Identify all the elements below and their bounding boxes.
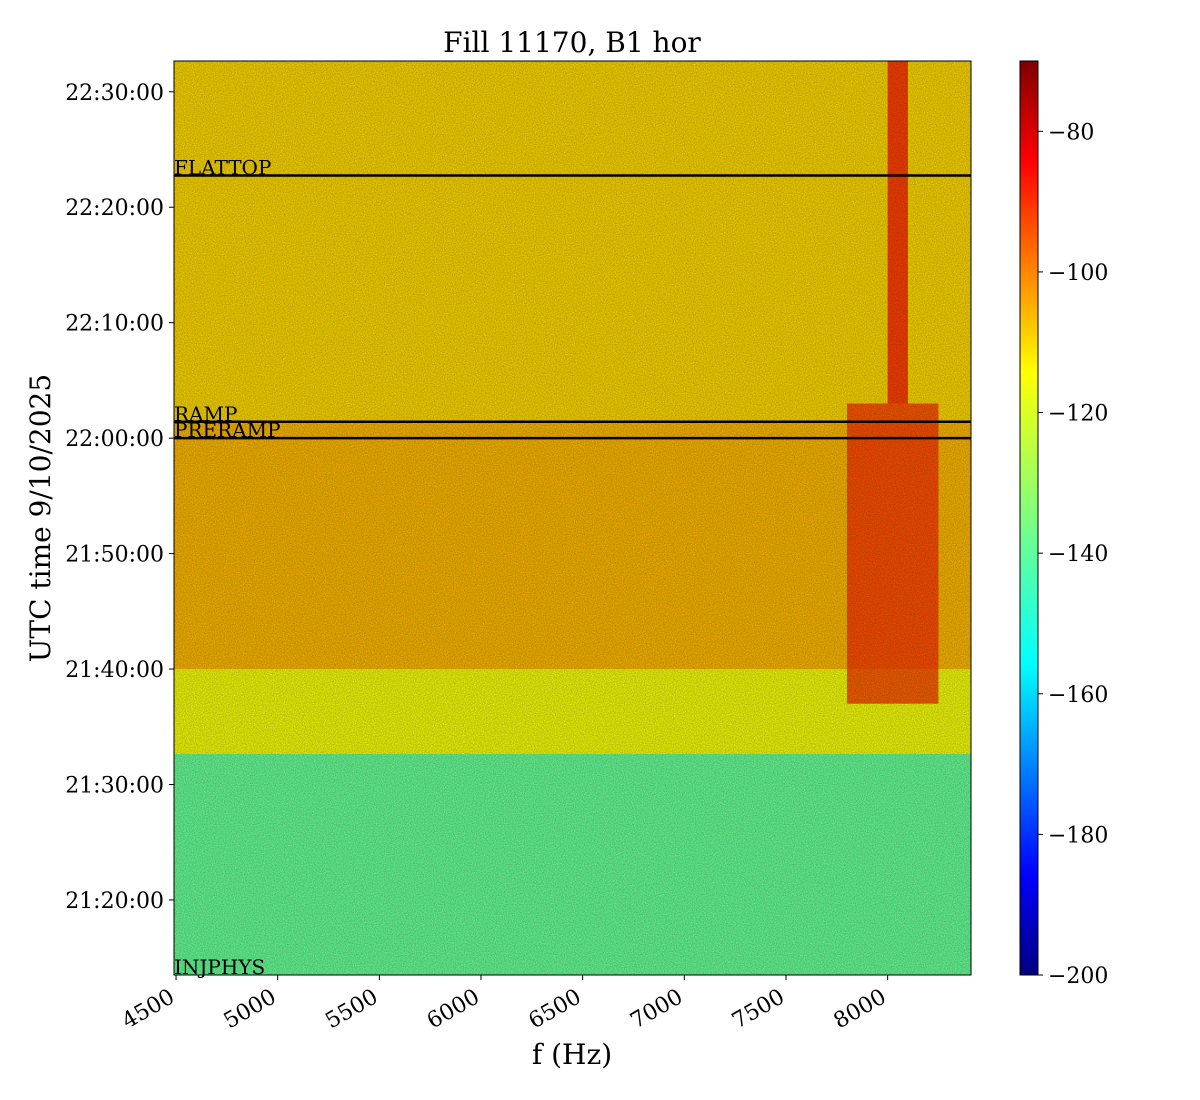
y-tick-label: 22:20:00	[65, 196, 164, 221]
phase-label: RAMP	[174, 402, 237, 426]
colorbar-tick-label: −100	[1048, 261, 1108, 286]
x-tick-label: 8000	[830, 985, 891, 1035]
colorbar-tick-label: −80	[1048, 120, 1094, 145]
x-tick-label: 7500	[728, 985, 789, 1035]
colorbar-tick-label: −200	[1048, 964, 1108, 989]
phase-label: FLATTOP	[174, 155, 271, 179]
colorbar-gradient	[1019, 60, 1039, 976]
x-tick-label: 4500	[118, 985, 179, 1035]
phase-label: INJPHYS	[174, 955, 265, 979]
x-tick-label: 7000	[626, 985, 687, 1035]
y-tick-label: 22:30:00	[65, 81, 164, 106]
chart-title: Fill 11170, B1 hor	[443, 26, 701, 59]
colorbar-tick-label: −160	[1048, 683, 1108, 708]
x-axis: 4500 5000 5500 6000 6500 7000 7500 8000	[118, 975, 891, 1034]
plot-frame	[173, 60, 972, 976]
y-tick-label: 21:30:00	[65, 774, 164, 799]
colorbar: −80 −100 −120 −140 −160 −180 −200	[1019, 60, 1108, 989]
colorbar-tick-label: −120	[1048, 402, 1108, 427]
colorbar-tick-label: −180	[1048, 823, 1108, 848]
y-tick-label: 22:00:00	[65, 427, 164, 452]
y-axis: 21:20:00 21:30:00 21:40:00 21:50:00 22:00:00…	[65, 81, 174, 914]
x-axis-label: f (Hz)	[532, 1038, 612, 1071]
x-tick-label: 5500	[321, 985, 382, 1035]
y-axis-label: UTC time 9/10/2025	[24, 374, 57, 662]
heatmap-texture	[174, 61, 971, 975]
colorbar-tick-label: −140	[1048, 542, 1108, 567]
x-tick-label: 6000	[423, 985, 484, 1035]
y-tick-label: 21:50:00	[65, 543, 164, 568]
x-tick-label: 6500	[525, 985, 586, 1035]
y-tick-label: 21:40:00	[65, 658, 164, 683]
y-tick-label: 22:10:00	[65, 312, 164, 337]
x-tick-label: 5000	[220, 985, 281, 1035]
y-tick-label: 21:20:00	[65, 889, 164, 914]
